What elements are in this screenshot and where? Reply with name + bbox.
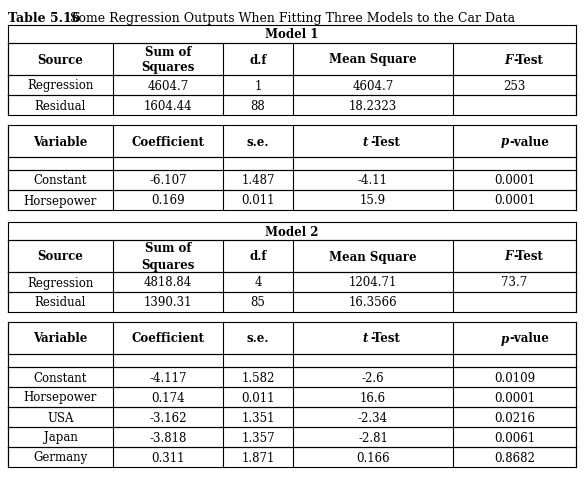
Text: 18.2323: 18.2323 <box>349 99 397 112</box>
Text: 0.011: 0.011 <box>241 194 275 207</box>
Text: t: t <box>362 332 367 345</box>
Text: 0.8682: 0.8682 <box>494 450 535 463</box>
Text: 0.311: 0.311 <box>151 450 185 463</box>
Text: 0.0216: 0.0216 <box>494 411 535 424</box>
Text: Source: Source <box>38 54 83 66</box>
Text: Constant: Constant <box>34 371 87 384</box>
Text: 0.0061: 0.0061 <box>494 431 535 443</box>
Text: 253: 253 <box>503 79 526 92</box>
Text: 1.871: 1.871 <box>241 450 275 463</box>
Text: 1390.31: 1390.31 <box>144 296 193 309</box>
Text: Some Regression Outputs When Fitting Three Models to the Car Data: Some Regression Outputs When Fitting Thr… <box>66 12 515 25</box>
Text: Variable: Variable <box>33 332 87 345</box>
Text: Residual: Residual <box>35 99 86 112</box>
Text: 1.487: 1.487 <box>241 174 275 187</box>
Text: 1604.44: 1604.44 <box>144 99 193 112</box>
Text: Variable: Variable <box>33 135 87 148</box>
Text: Residual: Residual <box>35 296 86 309</box>
Text: F: F <box>504 250 512 263</box>
Text: -4.11: -4.11 <box>358 174 388 187</box>
Text: Constant: Constant <box>34 174 87 187</box>
Text: -2.6: -2.6 <box>362 371 384 384</box>
Text: 0.0001: 0.0001 <box>494 194 535 207</box>
Text: -4.117: -4.117 <box>149 371 187 384</box>
Text: F: F <box>504 54 512 66</box>
Text: 1204.71: 1204.71 <box>349 276 397 289</box>
Text: 85: 85 <box>251 296 265 309</box>
Text: Sum of
Squares: Sum of Squares <box>141 46 195 74</box>
Text: 0.166: 0.166 <box>356 450 390 463</box>
Text: -2.81: -2.81 <box>358 431 388 443</box>
Text: d.f: d.f <box>249 250 266 263</box>
Text: d.f: d.f <box>249 54 266 66</box>
Text: -2.34: -2.34 <box>358 411 388 424</box>
Text: -3.818: -3.818 <box>149 431 187 443</box>
Text: Source: Source <box>38 250 83 263</box>
Text: 73.7: 73.7 <box>501 276 528 289</box>
Text: 1.351: 1.351 <box>241 411 275 424</box>
Text: Model 1: Model 1 <box>265 29 319 42</box>
Text: 0.0001: 0.0001 <box>494 391 535 404</box>
Text: p: p <box>500 135 508 148</box>
Text: Regression: Regression <box>28 79 94 92</box>
Text: Horsepower: Horsepower <box>24 194 97 207</box>
Text: 4604.7: 4604.7 <box>352 79 394 92</box>
Text: 1.582: 1.582 <box>241 371 275 384</box>
Text: 4: 4 <box>254 276 262 289</box>
Text: 4818.84: 4818.84 <box>144 276 192 289</box>
Text: Coefficient: Coefficient <box>131 332 204 345</box>
Text: 0.011: 0.011 <box>241 391 275 404</box>
Text: Coefficient: Coefficient <box>131 135 204 148</box>
Text: Table 5.16: Table 5.16 <box>8 12 80 25</box>
Text: -6.107: -6.107 <box>149 174 187 187</box>
Text: 1: 1 <box>254 79 262 92</box>
Text: -3.162: -3.162 <box>149 411 187 424</box>
Text: Model 2: Model 2 <box>265 225 319 238</box>
Text: -Test: -Test <box>514 250 544 263</box>
Text: 15.9: 15.9 <box>360 194 386 207</box>
Text: 16.6: 16.6 <box>360 391 386 404</box>
Text: -Test: -Test <box>370 332 400 345</box>
Text: -Test: -Test <box>370 135 400 148</box>
Text: 4604.7: 4604.7 <box>147 79 188 92</box>
Text: s.e.: s.e. <box>247 332 269 345</box>
Text: 0.174: 0.174 <box>151 391 185 404</box>
Text: -value: -value <box>510 332 549 345</box>
Text: 0.0001: 0.0001 <box>494 174 535 187</box>
Text: Horsepower: Horsepower <box>24 391 97 404</box>
Text: 16.3566: 16.3566 <box>349 296 397 309</box>
Text: Sum of
Squares: Sum of Squares <box>141 242 195 271</box>
Text: 1.357: 1.357 <box>241 431 275 443</box>
Text: s.e.: s.e. <box>247 135 269 148</box>
Text: -Test: -Test <box>514 54 544 66</box>
Text: Japan: Japan <box>43 431 77 443</box>
Text: p: p <box>500 332 508 345</box>
Text: t: t <box>362 135 367 148</box>
Text: Germany: Germany <box>33 450 87 463</box>
Text: Mean Square: Mean Square <box>329 54 417 66</box>
Text: Mean Square: Mean Square <box>329 250 417 263</box>
Text: USA: USA <box>47 411 74 424</box>
Text: Regression: Regression <box>28 276 94 289</box>
Text: 0.169: 0.169 <box>151 194 185 207</box>
Text: -value: -value <box>510 135 549 148</box>
Text: 88: 88 <box>251 99 265 112</box>
Text: 0.0109: 0.0109 <box>494 371 535 384</box>
